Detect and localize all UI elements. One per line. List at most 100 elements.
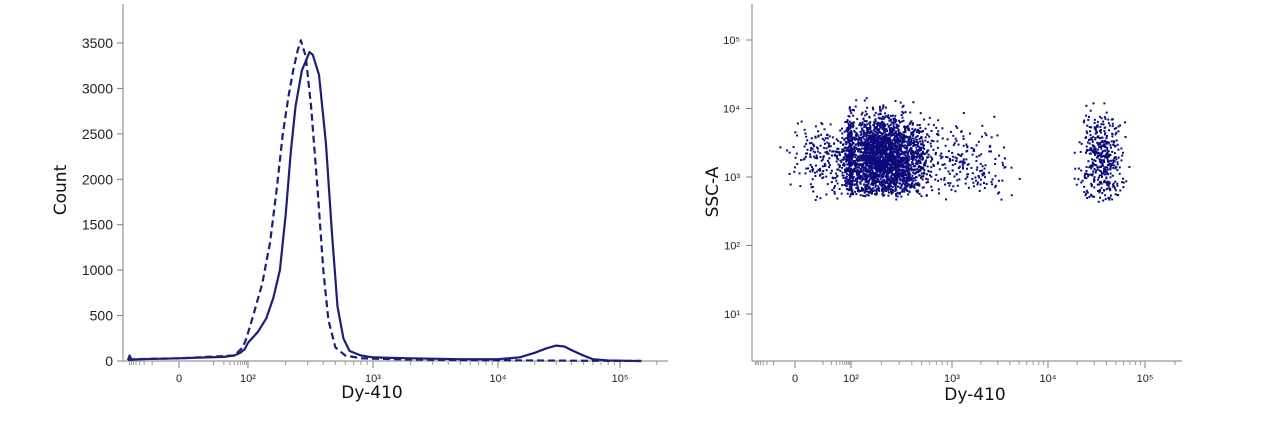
scatter-point <box>849 172 852 175</box>
scatter-point <box>853 121 856 124</box>
scatter-point <box>944 167 947 170</box>
scatter-point <box>897 163 900 166</box>
scatter-point <box>866 187 869 190</box>
scatter-point <box>900 120 903 123</box>
scatter-point <box>916 135 919 137</box>
scatter-point <box>1111 162 1114 165</box>
scatter-point <box>906 144 909 147</box>
scatter-point <box>860 188 863 191</box>
scatter-point <box>930 166 933 169</box>
scatter-point <box>883 153 886 156</box>
scatter-point <box>971 178 974 180</box>
scatter-point <box>883 186 886 189</box>
scatter-point <box>904 172 906 175</box>
scatter-point <box>863 99 866 102</box>
scatter-point <box>945 155 948 158</box>
scatter-point <box>890 150 893 153</box>
scatter-point <box>844 177 847 180</box>
scatter-point <box>896 151 898 154</box>
scatter-point <box>876 162 879 165</box>
scatter-point <box>1099 196 1101 199</box>
scatter-point <box>868 116 871 119</box>
scatter-point <box>1117 148 1120 151</box>
scatter-point <box>917 142 920 145</box>
scatter-point <box>850 154 853 156</box>
scatter-point <box>855 169 858 172</box>
scatter-point <box>1091 174 1094 177</box>
scatter-point <box>890 121 893 124</box>
scatter-point <box>1003 157 1006 160</box>
scatter-point <box>847 155 850 157</box>
scatter-point <box>886 177 888 180</box>
scatter-point <box>821 123 824 126</box>
scatter-point <box>849 153 852 156</box>
scatter-point <box>864 173 867 176</box>
scatter-point <box>883 194 886 197</box>
scatter-point <box>846 147 849 149</box>
scatter-point <box>835 138 838 141</box>
scatter-point <box>884 174 887 177</box>
scatter-point <box>884 112 887 115</box>
scatter-point <box>891 148 893 150</box>
scatter-point <box>912 122 914 125</box>
scatter-point <box>829 145 832 148</box>
scatter-point <box>863 147 865 150</box>
scatter-point <box>874 136 877 139</box>
scatter-point <box>865 174 868 177</box>
scatter-point <box>810 141 813 144</box>
scatter-point <box>917 153 920 156</box>
scatter-point <box>887 166 890 169</box>
scatter-point <box>857 155 860 158</box>
scatter-point <box>869 169 872 172</box>
scatter-point <box>872 141 875 144</box>
scatter-point <box>853 162 856 165</box>
scatter-point <box>1105 176 1108 179</box>
scatter-point <box>887 139 890 141</box>
scatter-point <box>882 139 885 142</box>
scatter-point <box>1085 130 1088 133</box>
scatter-point <box>893 159 896 162</box>
scatter-point <box>876 135 879 138</box>
scatter-point <box>890 174 893 177</box>
scatter-point <box>906 160 909 163</box>
scatter-point <box>849 127 852 129</box>
scatter-point <box>863 178 866 181</box>
scatter-point <box>957 143 960 146</box>
scatter-point <box>892 123 895 126</box>
scatter-point <box>861 159 864 162</box>
scatter-point <box>1104 146 1107 149</box>
scatter-point <box>886 164 889 167</box>
scatter-point <box>885 175 888 178</box>
scatter-point <box>904 125 907 128</box>
scatter-point <box>865 113 868 116</box>
scatter-point <box>1112 185 1115 188</box>
scatter-point <box>819 197 822 200</box>
scatter-point <box>848 174 851 176</box>
scatter-point <box>931 189 934 192</box>
scatter-point <box>886 133 889 136</box>
scatter-point <box>835 179 838 182</box>
scatter-point <box>869 121 872 124</box>
scatter-point <box>891 172 894 175</box>
scatter-point <box>874 193 876 196</box>
scatter-point <box>1111 133 1114 136</box>
scatter-point <box>966 149 969 152</box>
scatter-point <box>924 139 927 142</box>
scatter-point <box>905 160 907 163</box>
scatter-point <box>910 153 913 156</box>
scatter-point <box>874 120 877 122</box>
scatter-point <box>1085 170 1088 172</box>
scatter-point <box>892 127 895 130</box>
scatter-point <box>1109 166 1112 169</box>
scatter-point <box>819 174 821 177</box>
scatter-point <box>877 179 880 182</box>
scatter-point <box>875 142 877 145</box>
scatter-point <box>845 136 848 139</box>
scatter-point <box>880 140 882 143</box>
scatter-point <box>882 121 885 124</box>
scatter-point <box>847 161 850 164</box>
scatter-point <box>884 190 887 192</box>
scatter-point <box>886 185 889 188</box>
scatter-point <box>866 160 869 163</box>
scatter-point <box>903 187 906 190</box>
